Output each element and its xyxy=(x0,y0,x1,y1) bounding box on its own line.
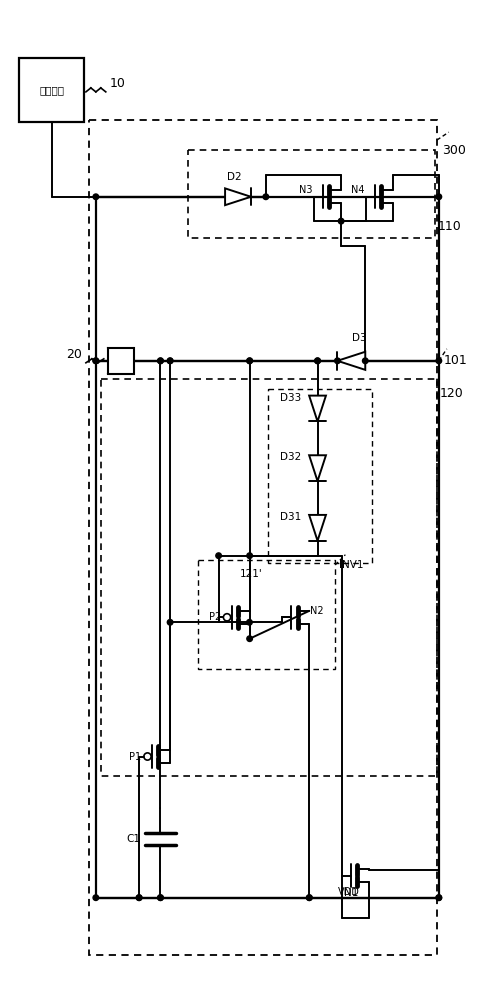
Text: D31: D31 xyxy=(280,512,302,522)
Text: VDD: VDD xyxy=(339,887,360,897)
Circle shape xyxy=(315,358,320,364)
Text: D33: D33 xyxy=(280,393,302,403)
Text: 121': 121' xyxy=(240,569,263,579)
Circle shape xyxy=(315,358,320,364)
Circle shape xyxy=(158,895,163,900)
Circle shape xyxy=(167,358,173,364)
Bar xyxy=(198,560,335,669)
Circle shape xyxy=(247,358,252,364)
Polygon shape xyxy=(337,352,365,370)
Circle shape xyxy=(436,895,442,900)
Circle shape xyxy=(93,895,99,900)
Circle shape xyxy=(335,358,340,364)
Polygon shape xyxy=(309,455,326,481)
Text: C1: C1 xyxy=(126,834,140,844)
Circle shape xyxy=(436,358,442,364)
Circle shape xyxy=(158,358,163,364)
Text: 120: 120 xyxy=(440,387,464,400)
Text: 20: 20 xyxy=(66,348,82,361)
Text: 101: 101 xyxy=(444,354,468,367)
Text: INV1: INV1 xyxy=(340,560,364,570)
Circle shape xyxy=(167,620,173,625)
Text: D32: D32 xyxy=(280,452,302,462)
Circle shape xyxy=(158,358,163,364)
Circle shape xyxy=(363,358,368,364)
Bar xyxy=(108,348,134,374)
Circle shape xyxy=(137,895,142,900)
Circle shape xyxy=(158,895,163,900)
Circle shape xyxy=(307,895,312,900)
Circle shape xyxy=(247,553,252,558)
Circle shape xyxy=(307,895,312,900)
Circle shape xyxy=(338,218,344,224)
Bar xyxy=(101,379,437,776)
Circle shape xyxy=(93,358,99,364)
Text: 内部电路: 内部电路 xyxy=(39,85,64,95)
Circle shape xyxy=(137,895,142,900)
Bar xyxy=(188,150,435,238)
Circle shape xyxy=(436,194,442,200)
Text: 300: 300 xyxy=(442,144,466,157)
Text: N2: N2 xyxy=(310,606,324,616)
Circle shape xyxy=(216,553,221,558)
Circle shape xyxy=(436,895,442,900)
Text: N1: N1 xyxy=(343,888,358,898)
Circle shape xyxy=(263,194,269,200)
Bar xyxy=(19,58,84,122)
Text: D2: D2 xyxy=(227,172,241,182)
Polygon shape xyxy=(225,188,251,205)
Text: N3: N3 xyxy=(299,185,313,195)
Text: P1: P1 xyxy=(129,752,141,762)
Bar xyxy=(268,389,372,563)
Circle shape xyxy=(167,358,173,364)
Polygon shape xyxy=(309,396,326,421)
Text: P2: P2 xyxy=(209,612,221,622)
Circle shape xyxy=(247,620,252,625)
Circle shape xyxy=(93,358,99,364)
Text: 10: 10 xyxy=(110,77,125,90)
Circle shape xyxy=(247,636,252,641)
Polygon shape xyxy=(309,515,326,541)
Text: D3: D3 xyxy=(352,333,366,343)
Text: N4: N4 xyxy=(351,185,365,195)
Circle shape xyxy=(93,194,99,200)
Circle shape xyxy=(247,358,252,364)
Text: 110: 110 xyxy=(438,220,462,233)
Bar xyxy=(89,120,437,955)
